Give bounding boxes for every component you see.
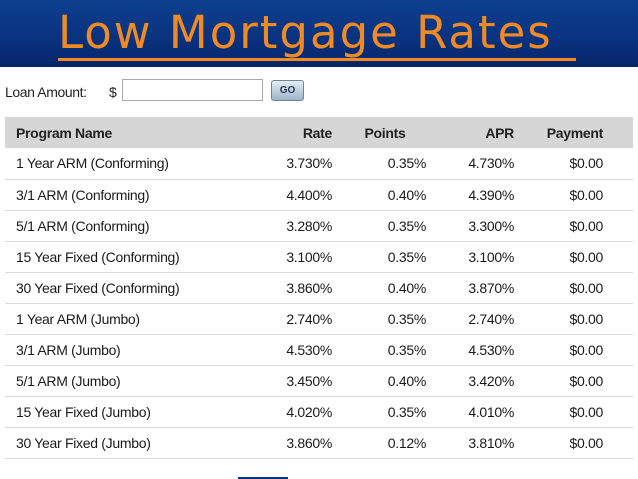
payment-cell: $0.00 <box>514 179 603 211</box>
title-underline <box>58 58 576 61</box>
program-name-cell: 1 Year ARM (Jumbo) <box>5 303 260 335</box>
table-row: 3/1 ARM (Conforming) 4.400% 0.40% 4.390%… <box>5 179 633 211</box>
column-header-points[interactable]: Points <box>332 117 426 148</box>
row-spacer <box>603 210 633 242</box>
program-name-cell: 1 Year ARM (Conforming) <box>5 148 260 180</box>
table-row: 1 Year ARM (Jumbo) 2.740% 0.35% 2.740% $… <box>5 303 633 335</box>
program-name-cell: 15 Year Fixed (Jumbo) <box>5 396 260 428</box>
apr-cell: 4.530% <box>426 334 514 366</box>
apr-cell: 2.740% <box>426 303 514 335</box>
rate-cell: 2.740% <box>260 303 332 335</box>
row-spacer <box>603 334 633 366</box>
column-header-payment[interactable]: Payment <box>514 117 603 148</box>
rate-cell: 4.400% <box>260 179 332 211</box>
payment-cell: $0.00 <box>514 365 603 397</box>
apr-cell: 3.300% <box>426 210 514 242</box>
currency-symbol: $ <box>109 84 117 100</box>
rates-table-body: 1 Year ARM (Conforming) 3.730% 0.35% 4.7… <box>5 148 633 459</box>
payment-cell: $0.00 <box>514 210 603 242</box>
row-spacer <box>603 303 633 335</box>
payment-cell: $0.00 <box>514 241 603 273</box>
program-name-cell: 3/1 ARM (Conforming) <box>5 179 260 211</box>
payment-cell: $0.00 <box>514 148 603 180</box>
payment-cell: $0.00 <box>514 303 603 335</box>
title-banner: Low Mortgage Rates <box>0 0 638 67</box>
table-row: 15 Year Fixed (Conforming) 3.100% 0.35% … <box>5 241 633 273</box>
points-cell: 0.40% <box>332 365 426 397</box>
apr-cell: 3.810% <box>426 427 514 459</box>
page-title: Low Mortgage Rates <box>58 6 553 59</box>
rate-cell: 3.860% <box>260 272 332 304</box>
program-name-cell: 15 Year Fixed (Conforming) <box>5 241 260 273</box>
points-cell: 0.35% <box>332 303 426 335</box>
rate-cell: 3.100% <box>260 241 332 273</box>
go-button[interactable]: GO <box>271 80 304 101</box>
rate-cell: 4.020% <box>260 396 332 428</box>
payment-cell: $0.00 <box>514 334 603 366</box>
table-header-row: Program Name Rate Points APR Payment <box>5 117 633 148</box>
row-spacer <box>603 179 633 211</box>
column-header-rate[interactable]: Rate <box>260 117 332 148</box>
program-name-cell: 5/1 ARM (Jumbo) <box>5 365 260 397</box>
table-row: 30 Year Fixed (Conforming) 3.860% 0.40% … <box>5 272 633 304</box>
apr-cell: 4.390% <box>426 179 514 211</box>
rate-cell: 3.860% <box>260 427 332 459</box>
apr-cell: 4.010% <box>426 396 514 428</box>
table-row: 1 Year ARM (Conforming) 3.730% 0.35% 4.7… <box>5 148 633 180</box>
program-name-cell: 30 Year Fixed (Conforming) <box>5 272 260 304</box>
column-header-apr[interactable]: APR <box>426 117 514 148</box>
table-row: 3/1 ARM (Jumbo) 4.530% 0.35% 4.530% $0.0… <box>5 334 633 366</box>
rate-cell: 4.530% <box>260 334 332 366</box>
table-row: 30 Year Fixed (Jumbo) 3.860% 0.12% 3.810… <box>5 427 633 459</box>
program-name-cell: 30 Year Fixed (Jumbo) <box>5 427 260 459</box>
points-cell: 0.40% <box>332 272 426 304</box>
column-header-program-name[interactable]: Program Name <box>5 117 260 148</box>
points-cell: 0.35% <box>332 334 426 366</box>
points-cell: 0.35% <box>332 148 426 180</box>
rate-cell: 3.280% <box>260 210 332 242</box>
bottom-tab-indicator <box>238 477 288 479</box>
points-cell: 0.35% <box>332 241 426 273</box>
payment-cell: $0.00 <box>514 427 603 459</box>
loan-amount-form: Loan Amount: $ GO <box>5 79 405 105</box>
row-spacer <box>603 427 633 459</box>
row-spacer <box>603 396 633 428</box>
points-cell: 0.35% <box>332 396 426 428</box>
points-cell: 0.40% <box>332 179 426 211</box>
row-spacer <box>603 241 633 273</box>
payment-cell: $0.00 <box>514 396 603 428</box>
row-spacer <box>603 365 633 397</box>
apr-cell: 3.100% <box>426 241 514 273</box>
program-name-cell: 5/1 ARM (Conforming) <box>5 210 260 242</box>
table-row: 5/1 ARM (Conforming) 3.280% 0.35% 3.300%… <box>5 210 633 242</box>
program-name-cell: 3/1 ARM (Jumbo) <box>5 334 260 366</box>
apr-cell: 4.730% <box>426 148 514 180</box>
table-row: 5/1 ARM (Jumbo) 3.450% 0.40% 3.420% $0.0… <box>5 365 633 397</box>
loan-amount-label: Loan Amount: <box>5 84 87 100</box>
points-cell: 0.12% <box>332 427 426 459</box>
apr-cell: 3.870% <box>426 272 514 304</box>
rates-table: Program Name Rate Points APR Payment 1 Y… <box>5 117 633 459</box>
payment-cell: $0.00 <box>514 272 603 304</box>
table-row: 15 Year Fixed (Jumbo) 4.020% 0.35% 4.010… <box>5 396 633 428</box>
rate-cell: 3.730% <box>260 148 332 180</box>
column-header-spacer <box>603 117 633 148</box>
row-spacer <box>603 272 633 304</box>
points-cell: 0.35% <box>332 210 426 242</box>
rates-widget: Loan Amount: $ GO Program Name Rate Poin… <box>0 67 638 479</box>
apr-cell: 3.420% <box>426 365 514 397</box>
row-spacer <box>603 148 633 180</box>
loan-amount-input[interactable] <box>122 79 263 101</box>
rate-cell: 3.450% <box>260 365 332 397</box>
